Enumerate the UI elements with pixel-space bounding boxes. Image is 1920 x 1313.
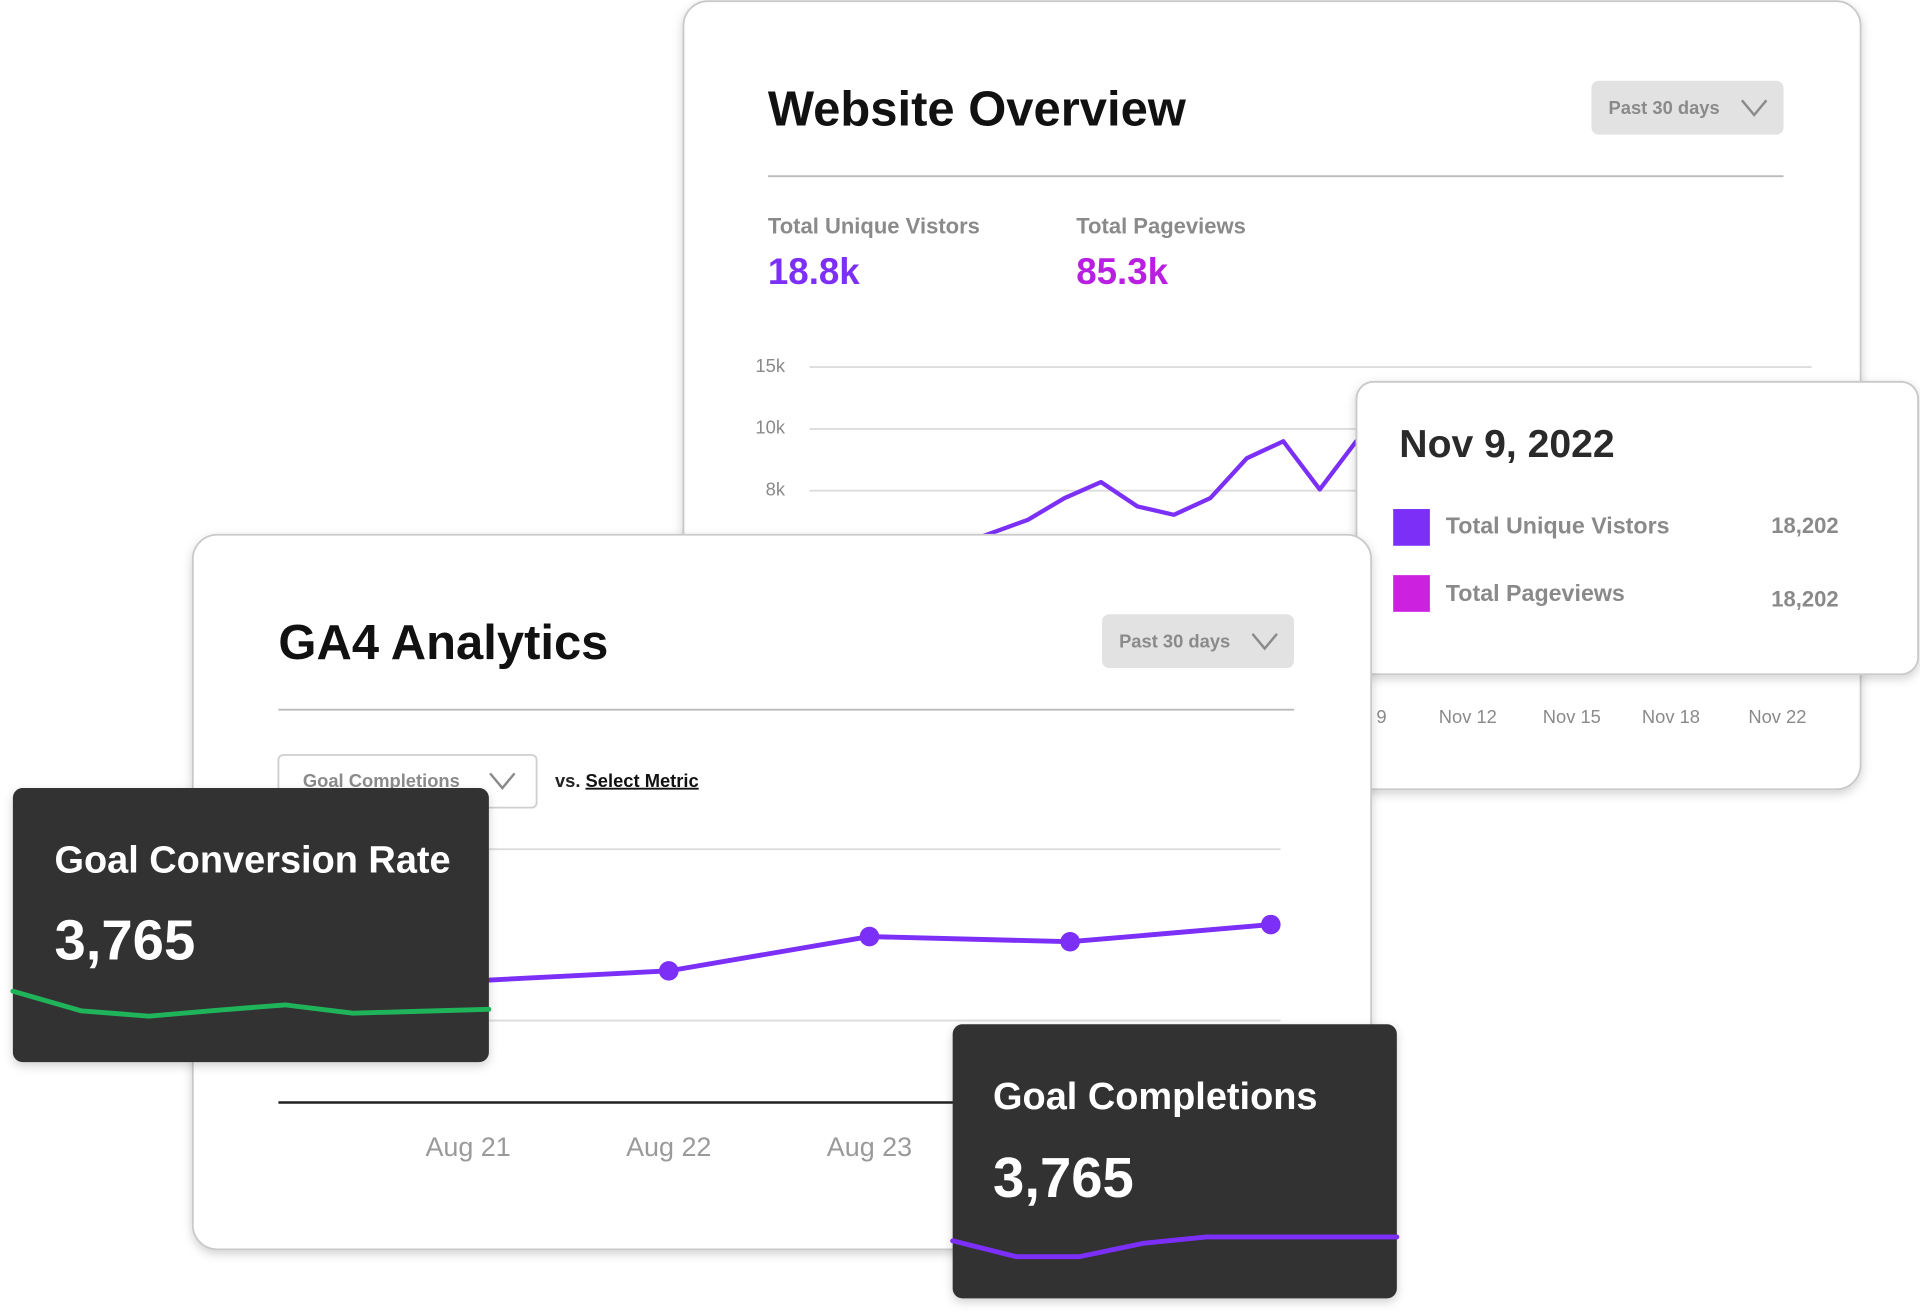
line	[952, 439, 1359, 549]
tooltip: Nov 9, 2022 Total Unique Vistors 18,202 …	[1355, 380, 1920, 676]
y-tick-label: 10k	[755, 417, 785, 438]
legend-value: 18,202	[1771, 587, 1838, 612]
x-tick-label: Aug 23	[827, 1132, 912, 1162]
card-title: GA4 Analytics	[278, 616, 608, 670]
x-tick-label: Nov 22	[1748, 706, 1806, 727]
chevron	[1251, 633, 1278, 651]
stat-label: Total Pageviews	[1076, 213, 1246, 238]
legend-value: 18,202	[1771, 513, 1838, 538]
vs-label: vs.	[555, 770, 581, 791]
range-label: Past 30 days	[1119, 630, 1230, 651]
x-tick-label: Aug 22	[626, 1132, 711, 1162]
legend-swatch	[1393, 575, 1430, 612]
chevron	[1740, 99, 1768, 117]
range-dropdown[interactable]	[1591, 80, 1784, 135]
x-tick-label: Nov 18	[1642, 706, 1700, 727]
chevron	[489, 772, 516, 790]
x-tick-label: Nov 12	[1439, 706, 1497, 727]
tooltip-title: Nov 9, 2022	[1399, 423, 1614, 466]
y-tick-label: 8k	[766, 479, 786, 500]
range-label: Past 30 days	[1609, 97, 1720, 118]
goal-completions-card: Goal Completions 3,765	[950, 1024, 1400, 1299]
range-dropdown[interactable]	[1101, 614, 1295, 669]
legend-swatch	[1393, 509, 1430, 546]
select-metric-link[interactable]: Select Metric	[586, 770, 699, 791]
stat-label: Total Unique Vistors	[768, 213, 980, 238]
data-point	[859, 926, 880, 947]
metric-label: Goal Completions	[303, 770, 460, 791]
y-tick-label: 15k	[755, 355, 785, 376]
card-title: Goal Conversion Rate	[54, 840, 450, 882]
goal-conversion-card: Goal Conversion Rate 3,765	[10, 788, 492, 1063]
data-point	[1261, 914, 1281, 935]
data-point	[658, 961, 679, 981]
data-point	[1060, 931, 1080, 952]
stat-value: 85.3k	[1076, 251, 1168, 292]
legend-label: Total Unique Vistors	[1446, 513, 1670, 539]
x-tick-label: Aug 21	[425, 1132, 510, 1162]
line	[10, 988, 492, 1019]
tooltip-background	[1355, 380, 1920, 676]
card-background	[12, 788, 489, 1063]
legend-label: Total Pageviews	[1446, 580, 1625, 606]
card-title: Website Overview	[768, 82, 1187, 136]
stat-value: 18.8k	[768, 251, 860, 292]
card-value: 3,765	[993, 1146, 1134, 1209]
card-background	[952, 1024, 1397, 1299]
line	[950, 1234, 1400, 1260]
x-tick-label: Nov 15	[1543, 706, 1601, 727]
card-value: 3,765	[54, 909, 195, 972]
card-title: Goal Completions	[993, 1076, 1317, 1118]
